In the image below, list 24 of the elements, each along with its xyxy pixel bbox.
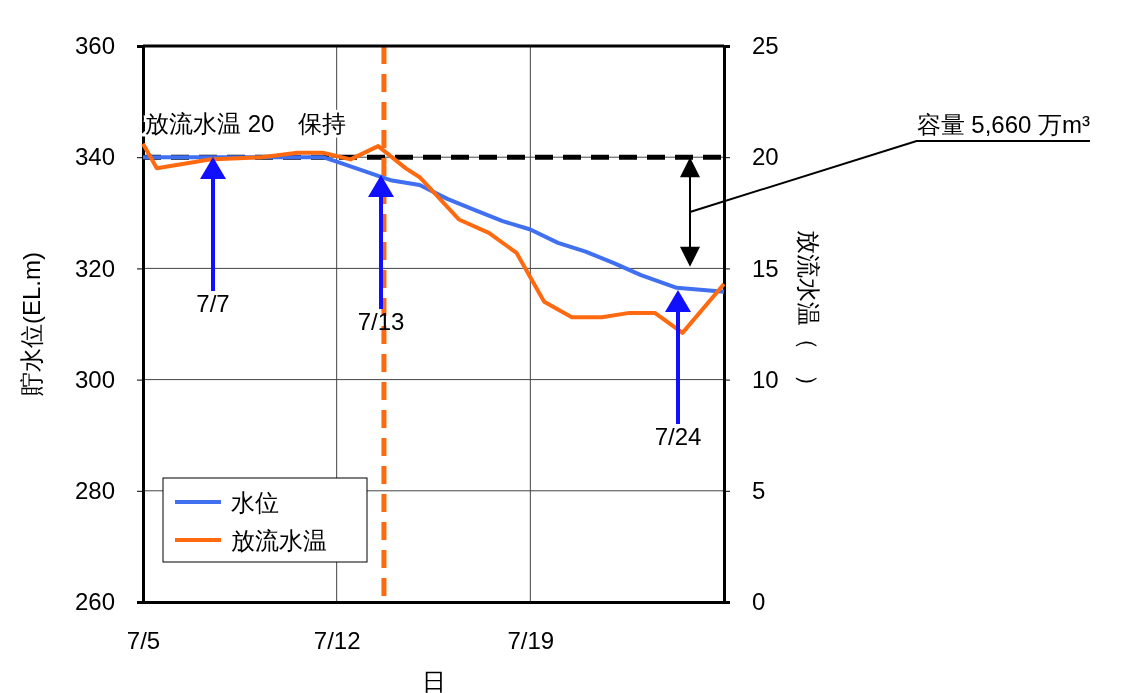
y2-tick-label: 5	[752, 476, 766, 504]
y-tick-label: 340	[74, 143, 115, 171]
y2-tick-label: 0	[752, 588, 766, 616]
annotation: 7/7	[196, 290, 230, 317]
y2-tick-label: 25	[752, 32, 779, 60]
legend-label: 水位	[231, 489, 279, 516]
y-tick-label: 360	[74, 32, 115, 60]
y-axis-title: 貯水位(EL.m)	[18, 252, 45, 396]
x-tick-label: 7/12	[313, 627, 361, 655]
legend-label: 放流水温	[231, 527, 327, 554]
y-tick-label: 320	[74, 254, 115, 282]
text: 容量 5,660 万m³	[916, 111, 1090, 138]
annotation: 7/24	[654, 423, 702, 450]
y-tick-label: 300	[74, 365, 115, 393]
y-tick-label: 260	[74, 588, 115, 616]
y2-tick-label: 10	[752, 365, 779, 393]
y2-tick-label: 15	[752, 254, 779, 282]
y2-tick-label: 20	[752, 143, 779, 171]
x-tick-label: 7/5	[126, 627, 161, 655]
x-axis-title: 日	[421, 668, 446, 693]
x-tick-label: 7/19	[507, 627, 555, 655]
annotation: 7/13	[357, 308, 405, 335]
y-tick-label: 280	[74, 476, 115, 504]
y2-axis-title: 放流水温（ ）	[795, 230, 822, 398]
